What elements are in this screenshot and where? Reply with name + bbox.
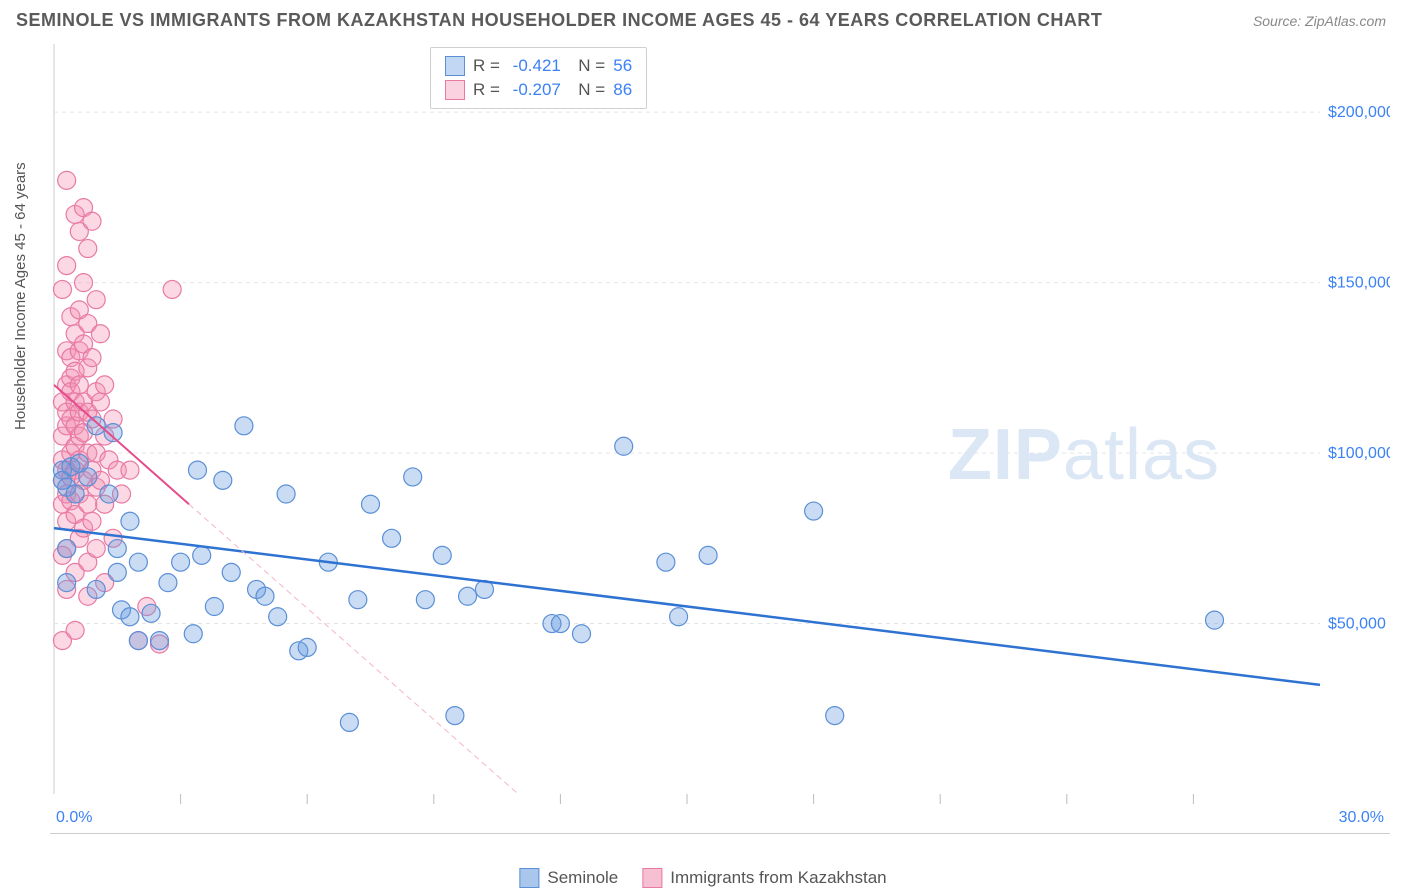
legend-bottom-swatch-0 [519, 868, 539, 888]
legend-n-value-1: 86 [613, 78, 632, 102]
legend-swatch-1 [445, 80, 465, 100]
scatter-plot-svg: $50,000 $100,000 $150,000 $200,000 [50, 44, 1390, 833]
chart-plot-area: $50,000$100,000$150,000$200,000 ZIPatlas… [50, 44, 1390, 834]
svg-text:$150,000: $150,000 [1328, 275, 1390, 292]
legend-item-0: Seminole [519, 868, 618, 888]
y-axis-label: Householder Income Ages 45 - 64 years [12, 162, 29, 430]
legend-n-value-0: 56 [613, 54, 632, 78]
chart-header: SEMINOLE VS IMMIGRANTS FROM KAZAKHSTAN H… [0, 0, 1406, 37]
legend-r-value-0: -0.421 [513, 54, 561, 78]
legend-bottom-label-0: Seminole [547, 868, 618, 888]
correlation-legend: R = -0.421 N = 56 R = -0.207 N = 86 [430, 47, 647, 109]
svg-text:$50,000: $50,000 [1328, 616, 1386, 633]
legend-row-series-1: R = -0.207 N = 86 [445, 78, 632, 102]
legend-r-label-0: R = [473, 54, 505, 78]
legend-n-label-0: N = [569, 54, 605, 78]
legend-r-value-1: -0.207 [513, 78, 561, 102]
chart-title: SEMINOLE VS IMMIGRANTS FROM KAZAKHSTAN H… [16, 10, 1102, 31]
source-attribution: Source: ZipAtlas.com [1253, 13, 1386, 29]
legend-r-label-1: R = [473, 78, 505, 102]
legend-swatch-0 [445, 56, 465, 76]
svg-text:$100,000: $100,000 [1328, 445, 1390, 462]
svg-text:$200,000: $200,000 [1328, 104, 1390, 121]
series-legend: Seminole Immigrants from Kazakhstan [519, 868, 886, 888]
legend-bottom-swatch-1 [642, 868, 662, 888]
legend-row-series-0: R = -0.421 N = 56 [445, 54, 632, 78]
legend-bottom-label-1: Immigrants from Kazakhstan [670, 868, 886, 888]
legend-item-1: Immigrants from Kazakhstan [642, 868, 886, 888]
legend-n-label-1: N = [569, 78, 605, 102]
